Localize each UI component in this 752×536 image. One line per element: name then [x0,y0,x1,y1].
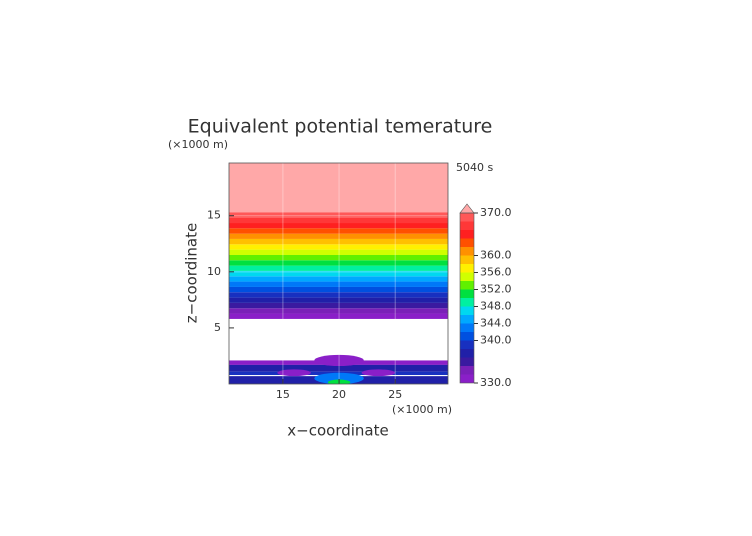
colorbar-cell [460,357,474,366]
colorbar-cell [460,221,474,230]
contour-band [229,308,448,314]
y-axis-label: z−coordinate [183,223,201,323]
contour-band [229,254,448,261]
colorbar-tick-label: 348.0 [480,300,512,313]
contour-band [229,244,448,250]
x-tick-label: 25 [388,388,402,401]
colorbar-cell [460,272,474,281]
colorbar-cell [460,264,474,273]
colorbar-cell [460,281,474,290]
contour-band [229,297,448,303]
colorbar-cell [460,315,474,324]
colorbar-cell [460,247,474,256]
colorbar-cell [460,255,474,264]
contour-band [229,292,448,298]
contour-feature [277,369,311,377]
contour-band [229,223,448,229]
colorbar-cell [460,306,474,315]
contour-band [229,281,448,287]
x-tick-label: 20 [332,388,346,401]
contour-band [229,302,448,309]
contour-band [229,238,448,245]
colorbar-cell [460,349,474,358]
contour-band [229,276,448,282]
colorbar-cell [460,230,474,239]
colorbar-cell [460,213,474,222]
contour-band [229,249,448,255]
colorbar-tick-label: 356.0 [480,266,512,279]
contour-feature [361,369,396,377]
colorbar-cell [460,238,474,247]
colorbar-cell [460,323,474,332]
y-tick-label: 10 [207,265,221,278]
contour-band [229,265,448,271]
colorbar-cell [460,340,474,349]
colorbar-tick-label: 352.0 [480,283,512,296]
contour-band [229,313,448,319]
contour-feature [314,372,364,384]
colorbar-frame [459,212,475,384]
contour-band [229,217,448,224]
colorbar-tick-label: 330.0 [480,376,512,389]
colorbar-cell [460,289,474,298]
colorbar-cell [460,374,474,383]
plot-frame [228,162,449,385]
contour-band [229,260,448,266]
colorbar-extend [459,203,475,214]
contour-band [229,212,448,218]
x-tick-label: 15 [276,388,290,401]
colorbar-tick-label: 344.0 [480,317,512,330]
contour-layer [229,364,448,372]
contour-band [229,163,448,213]
colorbar-tick-label: 360.0 [480,249,512,262]
y-tick-label: 5 [214,321,221,334]
contour-band [229,270,448,277]
contour-band [229,286,448,293]
contour-feature [314,354,364,367]
colorbar-tick-label: 340.0 [480,334,512,347]
contour-band [229,233,448,239]
y-tick-label: 15 [207,209,221,222]
chart-title: Equivalent potential temerature [188,116,493,138]
colorbar-cell [460,332,474,341]
x-unit: (×1000 m) [392,403,452,416]
y-unit: (×1000 m) [168,138,228,151]
colorbar-tick-label: 370.0 [480,206,512,219]
colorbar-cell [460,298,474,307]
contour-band [229,228,448,234]
x-axis-label: x−coordinate [287,422,388,440]
colorbar-cell [460,366,474,375]
time-label: 5040 s [456,161,493,174]
